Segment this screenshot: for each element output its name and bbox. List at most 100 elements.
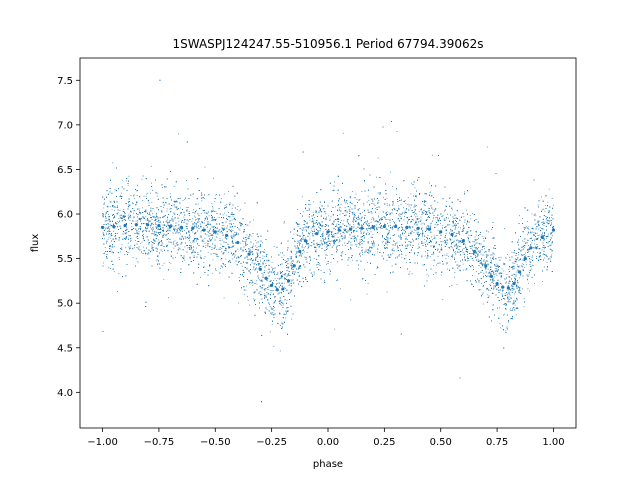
data-point — [432, 239, 434, 241]
data-point — [232, 246, 234, 248]
data-point — [128, 204, 129, 206]
data-point — [201, 220, 203, 222]
data-point — [446, 242, 448, 243]
data-point — [386, 210, 388, 212]
data-point — [330, 231, 332, 232]
data-point — [137, 190, 138, 191]
data-point — [522, 218, 523, 219]
data-point — [303, 239, 308, 243]
data-point — [109, 224, 111, 226]
data-point — [196, 210, 197, 212]
data-point — [460, 270, 461, 271]
data-point — [548, 188, 550, 190]
data-point — [415, 218, 417, 220]
data-point — [296, 209, 298, 210]
data-point — [287, 279, 289, 280]
data-point — [192, 218, 194, 220]
data-point — [189, 239, 190, 241]
data-point — [281, 289, 283, 291]
data-point — [492, 279, 493, 281]
data-point — [450, 232, 454, 237]
data-point — [118, 273, 120, 275]
data-point — [407, 204, 409, 206]
data-point — [266, 292, 268, 293]
data-point — [161, 211, 162, 212]
data-point — [130, 245, 132, 247]
data-point — [140, 213, 142, 214]
data-point — [238, 302, 240, 304]
data-point — [506, 274, 508, 275]
data-point — [525, 252, 526, 254]
data-point — [551, 228, 556, 232]
data-point — [163, 278, 165, 280]
data-point — [368, 248, 370, 249]
data-point — [504, 293, 506, 295]
data-point — [364, 181, 365, 183]
data-point — [223, 297, 225, 299]
data-point — [152, 231, 154, 233]
data-point — [197, 203, 199, 205]
data-point — [387, 223, 388, 224]
data-point — [426, 229, 427, 231]
data-point — [359, 252, 361, 254]
data-point — [372, 233, 374, 235]
data-point — [249, 234, 251, 236]
data-point — [276, 274, 278, 275]
data-point — [186, 223, 188, 224]
data-point — [370, 221, 372, 223]
data-point — [180, 228, 182, 230]
data-point — [460, 240, 462, 241]
data-point — [394, 224, 398, 229]
data-point — [480, 259, 482, 261]
data-point — [200, 231, 202, 233]
data-point — [471, 245, 473, 246]
data-point — [315, 251, 317, 253]
data-point — [204, 166, 206, 168]
data-point — [480, 253, 482, 255]
data-point — [369, 228, 370, 229]
data-point — [514, 293, 515, 295]
data-point — [180, 207, 181, 209]
data-point — [533, 232, 535, 234]
data-point — [314, 273, 315, 275]
data-point — [420, 216, 422, 218]
data-point — [185, 225, 187, 227]
data-point — [303, 238, 304, 240]
data-point — [323, 239, 324, 241]
data-point — [135, 240, 136, 241]
data-point — [357, 224, 359, 226]
data-point — [485, 263, 486, 264]
data-point — [104, 228, 106, 230]
data-point — [387, 238, 389, 240]
data-point — [468, 234, 470, 236]
data-point — [188, 220, 189, 222]
data-point — [219, 238, 221, 239]
data-point — [341, 197, 342, 198]
data-point — [201, 200, 203, 202]
data-point — [235, 232, 237, 233]
data-point — [446, 240, 448, 241]
data-point — [221, 253, 223, 255]
data-point — [514, 304, 516, 306]
data-point — [113, 205, 114, 207]
data-point — [392, 221, 394, 222]
data-point — [415, 216, 416, 218]
data-point — [361, 225, 363, 227]
data-point — [392, 252, 394, 254]
data-point — [389, 222, 391, 223]
data-point — [184, 199, 186, 200]
data-point — [236, 209, 238, 210]
data-point — [252, 248, 254, 250]
data-point — [308, 203, 309, 205]
data-point — [265, 294, 267, 296]
data-point — [336, 246, 338, 247]
data-point — [255, 245, 256, 247]
data-point — [364, 251, 366, 253]
data-point — [186, 180, 187, 181]
data-point — [356, 244, 358, 246]
data-point — [336, 223, 338, 225]
data-point — [150, 208, 152, 210]
data-point — [465, 269, 467, 271]
data-point — [447, 213, 448, 215]
